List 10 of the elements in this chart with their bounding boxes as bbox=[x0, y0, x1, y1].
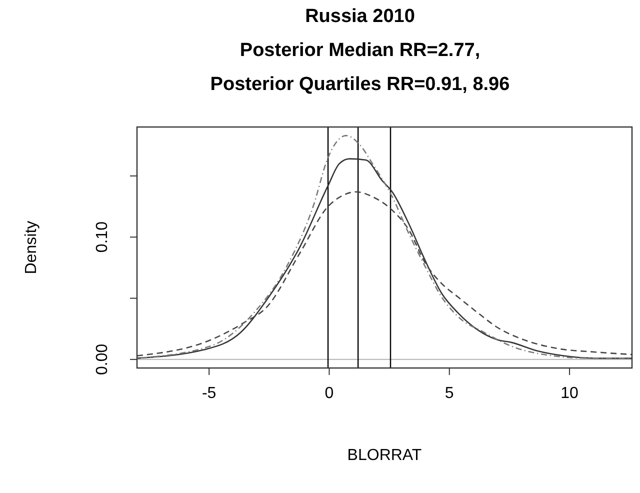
y-tick-label: 0.10 bbox=[94, 221, 111, 253]
x-tick-label: 0 bbox=[324, 385, 334, 402]
line-series bbox=[137, 191, 632, 356]
x-tick-label: -5 bbox=[202, 385, 216, 402]
x-tick-label: 5 bbox=[444, 385, 454, 402]
chart-title: Russia 2010 Posterior Median RR=2.77, Posterior Quartiles RR=0.91, 8.96 bbox=[210, 6, 510, 95]
x-tick-label: 10 bbox=[560, 385, 579, 402]
y-axis-title: Density bbox=[23, 220, 40, 274]
y-tick-label: 0.00 bbox=[94, 344, 111, 376]
x-axis-title: BLORRAT bbox=[347, 447, 422, 464]
